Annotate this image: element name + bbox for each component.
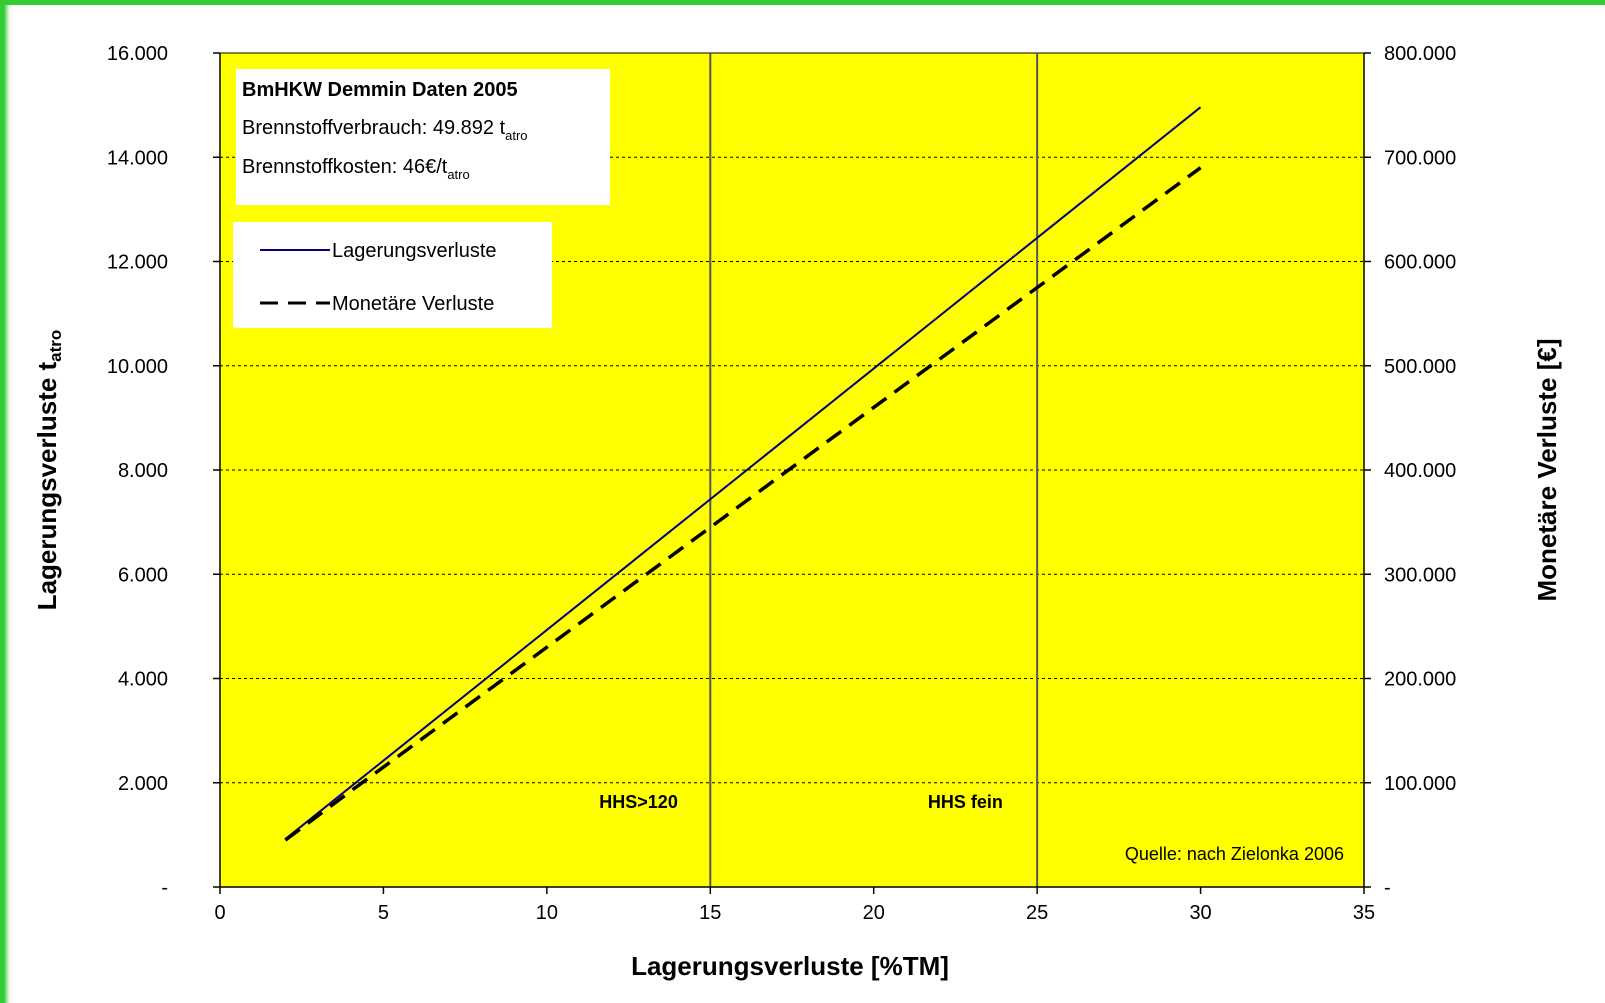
info-box-line-1-main: Brennstoffverbrauch: 49.892 t bbox=[242, 117, 506, 139]
x-tick-label: 30 bbox=[1189, 902, 1211, 924]
series-layer bbox=[284, 106, 1202, 842]
legend-label-monetaere-verluste: Monetäre Verluste bbox=[332, 293, 494, 315]
y-tick-label: - bbox=[161, 877, 168, 899]
x-tick-label: 15 bbox=[699, 902, 721, 924]
y-axis-title-sub: atro bbox=[46, 330, 65, 362]
y-tick-label: 16.000 bbox=[107, 43, 168, 65]
info-box-line-1-sub: atro bbox=[505, 128, 527, 143]
x-tick-label: 5 bbox=[378, 902, 389, 924]
y2-tick-label: 200.000 bbox=[1384, 669, 1456, 691]
y2-tick-label: 100.000 bbox=[1384, 773, 1456, 795]
x-axis-title: Lagerungsverluste [%TM] bbox=[631, 951, 949, 981]
legend: Lagerungsverluste Monetäre Verluste bbox=[233, 222, 552, 328]
y-tick-label: 4.000 bbox=[118, 669, 168, 691]
top-border bbox=[0, 0, 1605, 5]
y-tick-label: 14.000 bbox=[107, 147, 168, 169]
y2-tick-label: 500.000 bbox=[1384, 356, 1456, 378]
y2-tick-label: 300.000 bbox=[1384, 564, 1456, 586]
y2-tick-label: 800.000 bbox=[1384, 43, 1456, 65]
region-label: HHS fein bbox=[928, 792, 1003, 812]
y-tick-label: 6.000 bbox=[118, 564, 168, 586]
region-divider-lines bbox=[709, 53, 1039, 887]
info-box-line-2-main: Brennstoffkosten: 46€/t bbox=[242, 156, 448, 178]
y2-tick-label: 600.000 bbox=[1384, 252, 1456, 274]
source-note: Quelle: nach Zielonka 2006 bbox=[1125, 844, 1344, 864]
series-line-lagerungsverluste bbox=[284, 106, 1202, 840]
x-tick-label: 20 bbox=[863, 902, 885, 924]
info-box-line-2: Brennstoffkosten: 46€/tatro bbox=[242, 156, 470, 182]
y2-tick-label: - bbox=[1384, 877, 1391, 899]
series-line-monetaere-verluste bbox=[284, 166, 1202, 842]
gridlines bbox=[220, 156, 1364, 784]
y-tick-label: 8.000 bbox=[118, 460, 168, 482]
x-tick-label: 0 bbox=[214, 902, 225, 924]
y2-tick-label: 400.000 bbox=[1384, 460, 1456, 482]
y2-axis-title: Monetäre Verluste [€] bbox=[1532, 339, 1562, 602]
info-box-background bbox=[236, 69, 610, 205]
region-label: HHS>120 bbox=[599, 792, 678, 812]
x-ticks: 0 5 10 15 20 25 30 35 bbox=[214, 887, 1375, 924]
y2-tick-label: 700.000 bbox=[1384, 147, 1456, 169]
x-tick-label: 35 bbox=[1353, 902, 1375, 924]
x-tick-label: 25 bbox=[1026, 902, 1048, 924]
y-tick-label: 12.000 bbox=[107, 252, 168, 274]
info-box: BmHKW Demmin Daten 2005 Brennstoffverbra… bbox=[236, 69, 610, 205]
legend-label-lagerungsverluste: Lagerungsverluste bbox=[332, 240, 497, 262]
y-axis-title-main: Lagerungsverluste t bbox=[32, 361, 62, 610]
legend-background bbox=[233, 222, 552, 328]
region-labels: HHS>120 HHS fein bbox=[599, 792, 1003, 812]
y-tick-label: 10.000 bbox=[107, 356, 168, 378]
y-tick-label: 2.000 bbox=[118, 773, 168, 795]
right-y-ticks: - 100.000 200.000 300.000 400.000 500.000 600.… bbox=[1364, 43, 1456, 899]
left-y-ticks: - 2.000 4.000 6.000 8.000 10.000 12.000 14.000 1… bbox=[107, 43, 220, 899]
info-box-title: BmHKW Demmin Daten 2005 bbox=[242, 79, 518, 101]
info-box-line-1: Brennstoffverbrauch: 49.892 tatro bbox=[242, 117, 528, 143]
y-axis-title: Lagerungsverluste tatro bbox=[32, 330, 65, 611]
x-tick-label: 10 bbox=[536, 902, 558, 924]
info-box-line-2-sub: atro bbox=[447, 167, 469, 182]
